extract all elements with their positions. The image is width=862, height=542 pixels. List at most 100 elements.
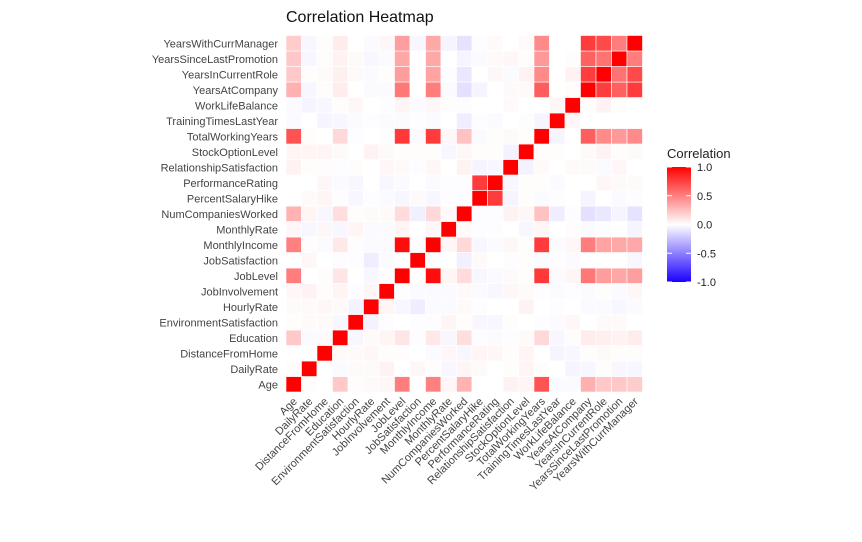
- heatmap-cell: [456, 81, 473, 98]
- heatmap-cell: [332, 205, 349, 222]
- heatmap-cell: [378, 221, 395, 238]
- heatmap-cell: [440, 314, 457, 331]
- heatmap-cell: [487, 174, 504, 191]
- y-tick-label: YearsWithCurrManager: [163, 38, 278, 50]
- y-tick-label: TotalWorkingYears: [187, 131, 279, 143]
- heatmap-cell: [580, 376, 597, 393]
- heatmap-cell: [316, 298, 333, 315]
- heatmap-cell: [363, 360, 380, 377]
- heatmap-cell: [549, 190, 566, 207]
- heatmap-cell: [564, 329, 581, 346]
- heatmap-cell: [611, 81, 628, 98]
- heatmap-cell: [580, 329, 597, 346]
- heatmap-cell: [502, 50, 519, 67]
- heatmap-cell: [549, 360, 566, 377]
- heatmap-cell: [502, 205, 519, 222]
- heatmap-cell: [456, 329, 473, 346]
- heatmap-cell: [316, 35, 333, 52]
- heatmap-cell: [301, 345, 318, 362]
- heatmap-cell: [626, 112, 643, 129]
- heatmap-cell: [425, 190, 442, 207]
- heatmap-cell: [487, 376, 504, 393]
- y-tick-label: HourlyRate: [223, 302, 278, 314]
- heatmap-cell: [425, 360, 442, 377]
- heatmap-cell: [363, 221, 380, 238]
- heatmap-cell: [394, 329, 411, 346]
- heatmap-cell: [564, 81, 581, 98]
- heatmap-cell: [363, 174, 380, 191]
- heatmap-cell: [456, 174, 473, 191]
- heatmap-cell: [533, 314, 550, 331]
- heatmap-cell: [456, 66, 473, 83]
- heatmap-cell: [611, 97, 628, 114]
- heatmap-cell: [518, 81, 535, 98]
- heatmap-cell: [378, 360, 395, 377]
- heatmap-cell: [471, 35, 488, 52]
- heatmap-cell: [564, 314, 581, 331]
- heatmap-cell: [611, 205, 628, 222]
- heatmap-cell: [440, 66, 457, 83]
- heatmap-cell: [301, 159, 318, 176]
- heatmap-cell: [487, 314, 504, 331]
- heatmap-cell: [285, 97, 302, 114]
- legend-tick-label: -0.5: [697, 248, 716, 260]
- heatmap-cell: [487, 205, 504, 222]
- heatmap-cell: [425, 66, 442, 83]
- heatmap-cell: [409, 66, 426, 83]
- heatmap-cell: [409, 376, 426, 393]
- heatmap-cell: [456, 50, 473, 67]
- heatmap-cell: [378, 128, 395, 145]
- y-tick-label: YearsInCurrentRole: [182, 69, 278, 81]
- heatmap-cell: [363, 345, 380, 362]
- heatmap-cell: [363, 236, 380, 253]
- heatmap-cell: [487, 236, 504, 253]
- heatmap-cell: [301, 314, 318, 331]
- heatmap-cell: [502, 174, 519, 191]
- heatmap-cell: [409, 97, 426, 114]
- heatmap-cell: [316, 314, 333, 331]
- heatmap-cell: [440, 345, 457, 362]
- heatmap-cell: [487, 345, 504, 362]
- heatmap-cell: [316, 159, 333, 176]
- heatmap-cell: [363, 314, 380, 331]
- heatmap-cell: [316, 81, 333, 98]
- heatmap-cell: [409, 345, 426, 362]
- heatmap-cell: [394, 174, 411, 191]
- y-tick-label: JobInvolvement: [201, 286, 278, 298]
- heatmap-cell: [626, 236, 643, 253]
- heatmap-cell: [456, 159, 473, 176]
- heatmap-cell: [533, 360, 550, 377]
- heatmap-cell: [409, 81, 426, 98]
- heatmap-cell: [425, 174, 442, 191]
- heatmap-cell: [595, 205, 612, 222]
- heatmap-cell: [549, 159, 566, 176]
- heatmap-cell: [502, 66, 519, 83]
- heatmap-cell: [316, 97, 333, 114]
- legend-tick-label: 1.0: [697, 162, 712, 174]
- heatmap-cell: [347, 81, 364, 98]
- heatmap-cell: [316, 267, 333, 284]
- heatmap-cell: [440, 221, 457, 238]
- heatmap-cell: [363, 267, 380, 284]
- heatmap-cell: [440, 174, 457, 191]
- heatmap-cell: [456, 112, 473, 129]
- y-tick-label: RelationshipSatisfaction: [161, 162, 278, 174]
- heatmap-cell: [316, 174, 333, 191]
- heatmap-cell: [471, 81, 488, 98]
- heatmap-cell: [471, 221, 488, 238]
- heatmap-cell: [363, 97, 380, 114]
- heatmap-cell: [595, 267, 612, 284]
- heatmap-cell: [301, 221, 318, 238]
- heatmap-cell: [301, 190, 318, 207]
- heatmap-cell: [378, 81, 395, 98]
- heatmap-cell: [440, 360, 457, 377]
- heatmap-cell: [564, 66, 581, 83]
- y-tick-label: Education: [229, 333, 278, 345]
- heatmap-cell: [502, 159, 519, 176]
- heatmap-cell: [394, 205, 411, 222]
- heatmap-cell: [409, 329, 426, 346]
- heatmap-cell: [409, 205, 426, 222]
- heatmap-cell: [471, 112, 488, 129]
- heatmap-cell: [626, 159, 643, 176]
